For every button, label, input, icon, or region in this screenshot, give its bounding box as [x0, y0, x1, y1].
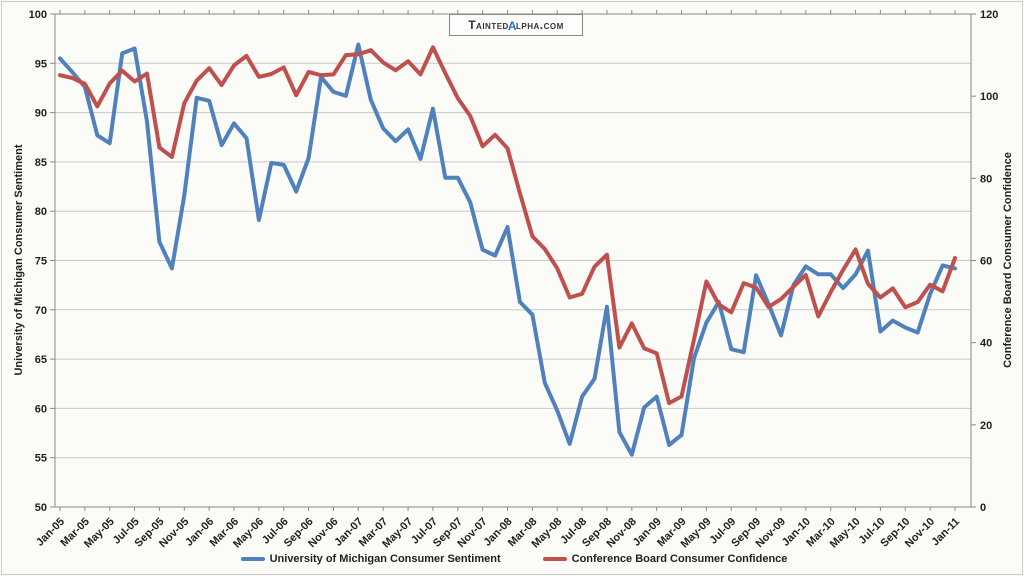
legend-item-michigan-sentiment: University of Michigan Consumer Sentimen…: [240, 553, 501, 565]
right-axis-tick-label: 0: [980, 502, 986, 514]
legend-line-sample-red: [542, 557, 567, 561]
legend-label: Conference Board Consumer Confidence: [571, 553, 788, 565]
right-axis-title: Conference Board Consumer Confidence: [1002, 152, 1014, 368]
left-axis-tick-label: 80: [35, 206, 47, 218]
right-axis-tick-label: 60: [980, 256, 992, 268]
right-axis-tick-label: 80: [980, 173, 992, 185]
left-axis-tick-label: 50: [35, 502, 47, 514]
site-logo[interactable]: Tainted α lpha.com: [449, 14, 583, 36]
left-axis-tick-label: 55: [35, 453, 47, 465]
left-axis-tick-label: 90: [35, 108, 47, 120]
logo-text-post: lpha.com: [516, 18, 564, 32]
left-axis-tick-label: 65: [35, 354, 47, 366]
series-line-1: [58, 45, 957, 406]
left-axis-tick-label: 95: [35, 58, 47, 70]
logo-text-pre: Tainted: [468, 18, 509, 32]
legend-line-sample-blue: [240, 557, 265, 561]
right-axis-tick-label: 40: [980, 338, 992, 350]
right-axis-tick-label: 120: [980, 9, 998, 21]
left-axis-tick-label: 60: [35, 403, 47, 415]
legend: University of Michigan Consumer Sentimen…: [2, 548, 1024, 570]
right-axis-tick-label: 100: [980, 91, 998, 103]
right-axis-tick-label: 20: [980, 420, 992, 432]
left-axis-tick-label: 85: [35, 157, 47, 169]
left-axis-tick-label: 75: [35, 256, 47, 268]
legend-item-conference-board: Conference Board Consumer Confidence: [542, 553, 788, 565]
left-axis-tick-label: 100: [29, 9, 47, 21]
x-axis-tick-label: Jan-11: [929, 516, 962, 549]
series-line-0: [58, 42, 957, 457]
left-axis-title: University of Michigan Consumer Sentimen…: [13, 144, 25, 376]
logo-alpha-icon: α: [507, 14, 517, 34]
legend-label: University of Michigan Consumer Sentimen…: [269, 553, 501, 565]
left-axis-tick-label: 70: [35, 305, 47, 317]
